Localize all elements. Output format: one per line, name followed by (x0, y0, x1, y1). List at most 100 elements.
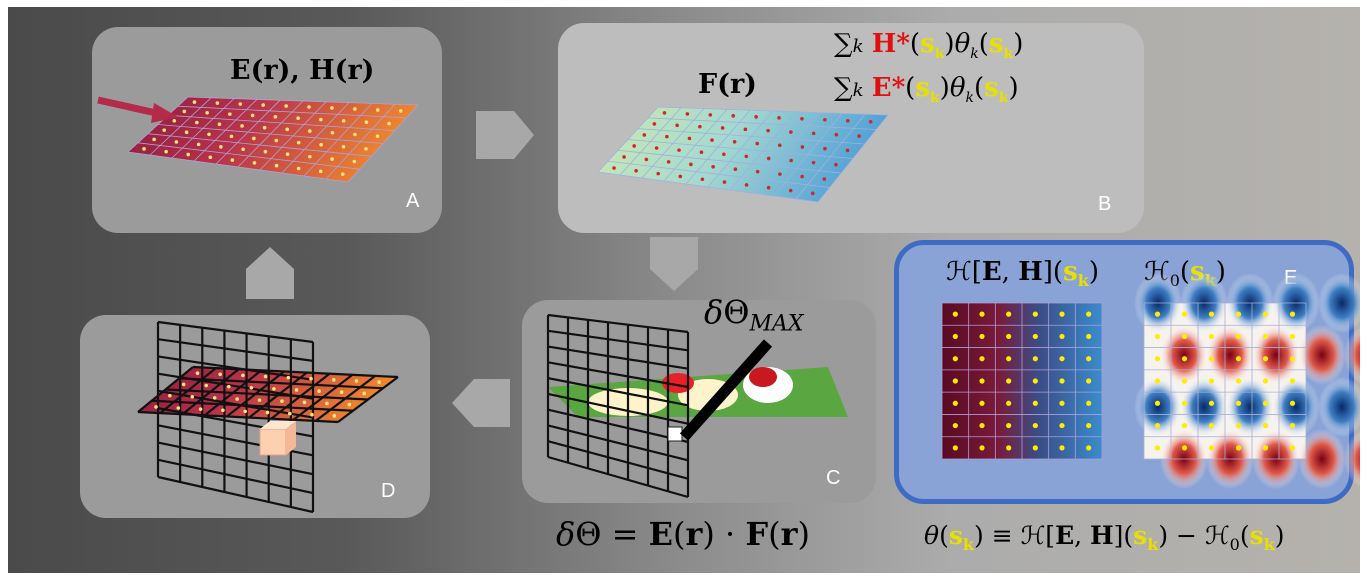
sample-point (398, 109, 403, 113)
sample-point (218, 372, 222, 377)
sample-point (168, 393, 172, 398)
grid-line (647, 117, 877, 130)
arrow-up-icon (246, 247, 294, 299)
delta-theta-formula: δΘ = E(r) · F(r) (556, 515, 810, 553)
sample-point (1235, 311, 1242, 317)
sample-point (834, 162, 838, 167)
sample-point (274, 138, 279, 143)
sample-point (249, 385, 254, 390)
grid-line (151, 399, 354, 412)
grid-line (547, 424, 689, 462)
sample-point (698, 124, 702, 129)
sample-point (217, 122, 222, 127)
sample-point (164, 149, 168, 154)
pointer-stick-icon (679, 339, 773, 441)
sample-point (1086, 400, 1092, 406)
panel-b-letter: B (1098, 193, 1112, 215)
sample-point (857, 134, 861, 138)
sample-point (198, 407, 203, 411)
sample-point (285, 152, 290, 156)
panel-a-letter: A (406, 190, 420, 212)
sample-point (1006, 356, 1012, 362)
sample-point (979, 422, 985, 429)
sample-point (754, 115, 758, 119)
sample-point (652, 122, 657, 126)
sample-point (800, 117, 804, 121)
sample-point (243, 409, 247, 414)
sample-point (330, 130, 335, 135)
grid-line (157, 124, 384, 144)
arrow-left-icon (452, 379, 510, 427)
sample-point (1262, 378, 1269, 384)
sample-point (195, 120, 199, 125)
sample-point (687, 136, 692, 141)
sample-point (811, 131, 816, 136)
sample-point (238, 102, 243, 106)
sample-point (1262, 311, 1269, 317)
panel-d-letter: D (381, 480, 396, 502)
sample-point (979, 311, 985, 317)
sample-point (1289, 311, 1296, 317)
sample-point (353, 132, 357, 137)
sample-point (142, 147, 146, 151)
sample-point (330, 157, 334, 161)
sample-point (800, 174, 804, 179)
grid-line (547, 392, 689, 425)
sample-point (1208, 311, 1215, 317)
sample-point (1208, 333, 1215, 340)
sample-point (1032, 333, 1038, 340)
grid-line (547, 329, 689, 352)
sample-point (1059, 333, 1065, 340)
grid-line (547, 361, 689, 389)
grid-line (127, 151, 349, 183)
sample-point (307, 105, 311, 109)
sample-point (325, 401, 329, 406)
sample-point (979, 356, 985, 362)
field-lobe (1344, 326, 1360, 384)
sample-point (1181, 356, 1188, 362)
field-lobe (1226, 377, 1274, 437)
sample-point (294, 388, 299, 392)
adjoint-formula: F(r) (698, 69, 757, 100)
sample-point (375, 134, 380, 139)
sample-point (1086, 445, 1092, 451)
sample-point (979, 333, 985, 340)
sample-point (181, 382, 186, 387)
sample-point (1208, 422, 1215, 429)
sample-point (1289, 356, 1296, 362)
sample-point (212, 396, 217, 400)
sample-point (755, 141, 760, 146)
sample-point (308, 154, 312, 159)
sample-point (221, 408, 225, 413)
theta-definition-formula: θ(sk) ≡ ℋ[E, H](sk) − ℋ0(sk) (924, 521, 1285, 554)
grid-line (157, 458, 314, 495)
sample-point (263, 374, 268, 379)
sample-point (622, 155, 626, 159)
sample-point (257, 398, 262, 402)
sample-point (229, 134, 234, 139)
sample-point (952, 378, 958, 384)
sample-point (263, 149, 268, 154)
panel-c-letter: C (826, 467, 841, 489)
field-lobe (1298, 429, 1346, 489)
sample-point (952, 445, 958, 451)
field-lobe (1318, 273, 1360, 333)
sample-point (1032, 422, 1038, 429)
sample-point (662, 111, 667, 115)
field-sheet-a (127, 96, 419, 183)
sample-point (656, 171, 661, 176)
sample-point (1262, 422, 1269, 429)
sample-point (1181, 400, 1188, 406)
sample-point (1154, 400, 1161, 406)
sample-point (152, 137, 156, 142)
sample-point (174, 140, 179, 144)
sample-point (319, 142, 323, 147)
sample-point (677, 148, 681, 152)
sample-point (708, 113, 713, 117)
field-lobe (1344, 430, 1360, 488)
sample-point (1235, 422, 1242, 429)
sample-point (354, 379, 359, 383)
sample-point (364, 120, 369, 125)
sample-point (1289, 333, 1296, 340)
field-lobe (1180, 377, 1228, 437)
